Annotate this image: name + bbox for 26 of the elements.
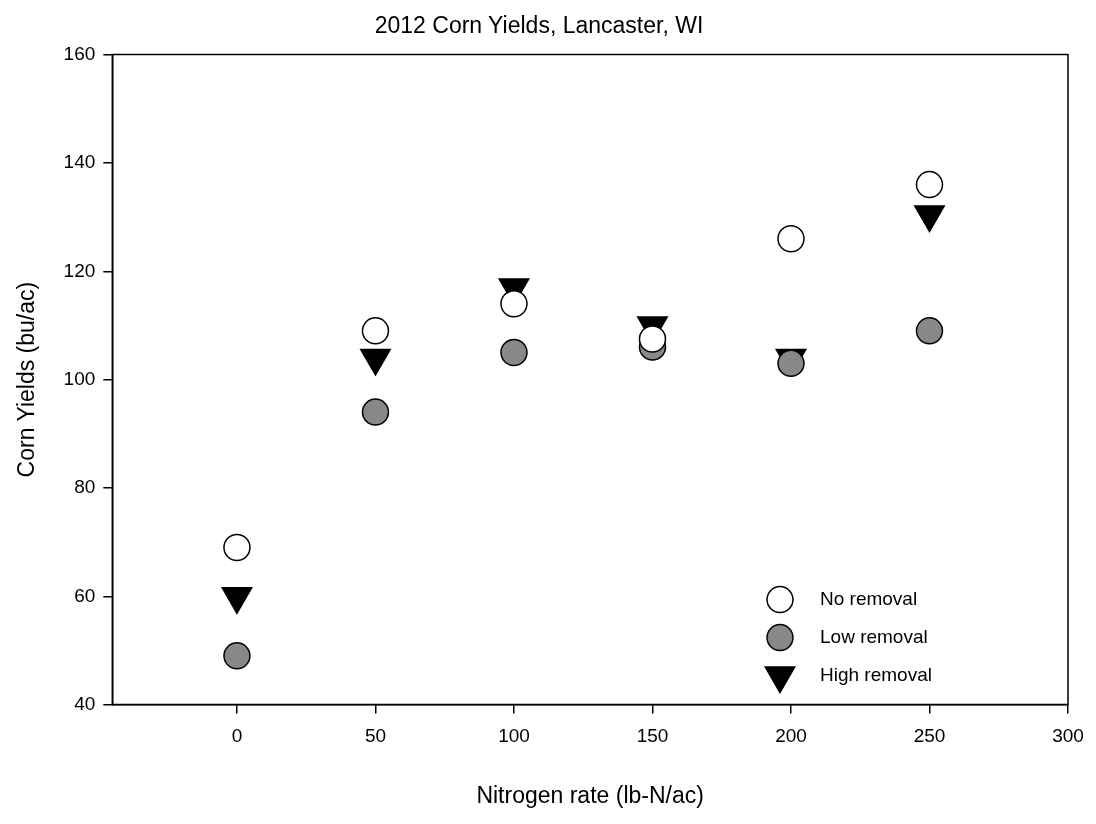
x-tick-label: 100 bbox=[498, 725, 530, 747]
y-tick-label: 80 bbox=[74, 476, 96, 498]
x-tick-label: 300 bbox=[1052, 725, 1084, 747]
y-tick-label: 120 bbox=[63, 259, 96, 281]
point bbox=[500, 338, 528, 367]
x-tick-label: 0 bbox=[231, 725, 243, 747]
legend-label: High removal bbox=[820, 663, 932, 685]
x-axis-title: Nitrogen rate (lb-N/ac) bbox=[476, 781, 704, 808]
point bbox=[638, 325, 667, 353]
point bbox=[915, 317, 944, 345]
y-tick-label: 60 bbox=[74, 584, 96, 606]
x-tick-label: 50 bbox=[364, 725, 387, 747]
y-tick-label: 100 bbox=[63, 367, 96, 389]
y-tick-label: 160 bbox=[63, 42, 96, 64]
point bbox=[361, 398, 390, 426]
x-tick-label: 150 bbox=[636, 725, 669, 747]
chart-title: 2012 Corn Yields, Lancaster, WI bbox=[374, 12, 704, 39]
point bbox=[500, 290, 528, 318]
y-axis-title: Corn Yields (bu/ac) bbox=[13, 281, 40, 478]
y-tick-label: 140 bbox=[63, 151, 96, 173]
y-tick-label: 40 bbox=[74, 692, 96, 714]
x-tick-label: 200 bbox=[775, 725, 807, 747]
x-tick-label: 250 bbox=[913, 725, 946, 747]
point bbox=[223, 642, 251, 670]
legend-label: Low removal bbox=[820, 625, 928, 647]
legend-label: No removal bbox=[820, 587, 918, 609]
